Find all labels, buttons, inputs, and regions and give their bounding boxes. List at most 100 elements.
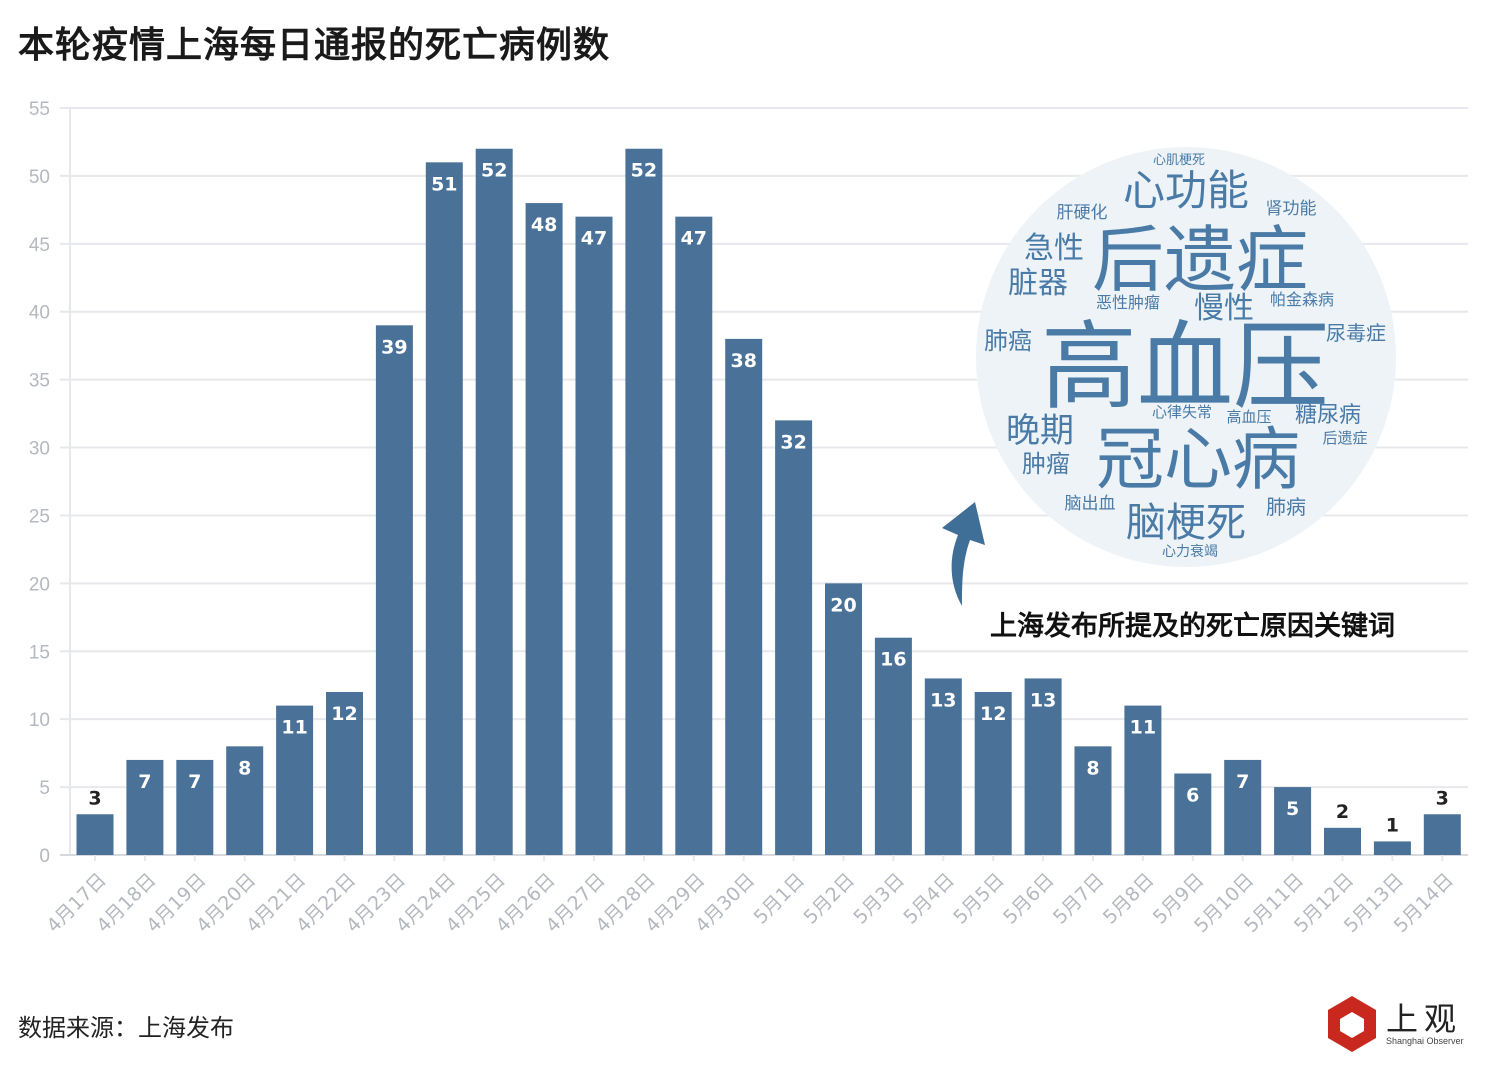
logo-mark-icon <box>1328 996 1376 1052</box>
bar <box>375 325 413 855</box>
word-cloud-word: 脑出血 <box>1065 494 1116 514</box>
x-axis-ticks: 4月17日4月18日4月19日4月20日4月21日4月22日4月23日4月24日… <box>42 855 1458 937</box>
y-tick-label: 45 <box>29 235 50 256</box>
bar-value-label: 47 <box>581 228 607 250</box>
word-cloud-word: 糖尿病 <box>1295 403 1361 428</box>
bar <box>575 216 613 855</box>
word-cloud-word: 急性 <box>1024 231 1084 266</box>
bar-value-label: 7 <box>188 771 201 793</box>
y-tick-label: 25 <box>29 506 50 527</box>
bar <box>1124 705 1162 855</box>
bar-value-label: 8 <box>1086 757 1099 779</box>
bar <box>475 148 513 855</box>
data-source: 数据来源：上海发布 <box>18 1014 234 1042</box>
bar <box>326 692 363 855</box>
bar-value-label: 20 <box>830 594 856 616</box>
bar <box>226 746 264 855</box>
y-tick-label: 55 <box>29 99 50 120</box>
word-cloud-word: 肺病 <box>1266 495 1306 519</box>
x-tick-label: 5月8日 <box>1099 869 1159 929</box>
bar <box>1024 678 1062 855</box>
y-tick-label: 40 <box>29 303 50 324</box>
bar <box>1274 787 1312 855</box>
bar-value-label: 52 <box>631 160 657 182</box>
bar <box>176 759 214 855</box>
bar-value-label: 11 <box>281 717 307 739</box>
y-tick-label: 20 <box>29 574 50 595</box>
bar <box>1423 814 1461 855</box>
bar <box>924 678 962 855</box>
word-cloud-word: 肾功能 <box>1266 199 1317 219</box>
word-cloud-word: 肿瘤 <box>1022 450 1070 478</box>
bar <box>525 203 563 855</box>
word-cloud-word: 高血压 <box>1226 408 1271 426</box>
bar-value-label: 48 <box>531 214 557 236</box>
word-cloud-word: 肝硬化 <box>1057 203 1108 223</box>
y-tick-label: 50 <box>29 167 50 188</box>
bar-value-label: 13 <box>1030 689 1056 711</box>
word-cloud-background <box>976 147 1396 567</box>
word-cloud-word: 尿毒症 <box>1326 321 1386 345</box>
bar-value-label: 2 <box>1336 801 1349 823</box>
bar <box>1074 746 1112 855</box>
word-cloud-word: 肺癌 <box>984 327 1032 355</box>
y-axis-ticks: 0 5 10 15 20 25 30 35 40 45 50 55 <box>29 99 50 867</box>
bar-value-label: 32 <box>780 431 806 453</box>
x-tick-label: 5月1日 <box>750 869 810 929</box>
x-tick-label: 5月4日 <box>899 869 959 929</box>
y-tick-label: 10 <box>29 710 50 731</box>
bar-value-label: 39 <box>381 336 407 358</box>
bar-value-label: 13 <box>930 689 956 711</box>
bar-value-label: 16 <box>880 649 906 671</box>
logo-name: 上观 <box>1386 1000 1463 1038</box>
bar <box>675 216 713 855</box>
x-tick-label: 5月5日 <box>949 869 1009 929</box>
word-cloud-word: 后遗症 <box>1092 218 1308 302</box>
bar <box>725 338 763 856</box>
x-tick-label: 5月6日 <box>999 869 1059 929</box>
word-cloud-word: 心力衰竭 <box>1162 543 1218 560</box>
word-cloud-word: 心肌梗死 <box>1153 153 1205 168</box>
x-tick-label: 5月3日 <box>849 869 909 929</box>
bar-value-label: 8 <box>238 757 251 779</box>
word-cloud-word: 脑梗死 <box>1126 500 1246 546</box>
bar-value-label: 7 <box>138 771 151 793</box>
y-tick-label: 35 <box>29 371 50 392</box>
chart-title: 本轮疫情上海每日通报的死亡病例数 <box>18 25 611 66</box>
y-tick-label: 15 <box>29 642 50 663</box>
word-cloud-word: 高血压 <box>1041 311 1329 423</box>
logo-subtitle: Shanghai Observer <box>1386 1036 1464 1046</box>
word-cloud-word: 心律失常 <box>1152 403 1212 421</box>
bar-value-label: 7 <box>1236 771 1249 793</box>
bar <box>1174 773 1212 855</box>
bar-value-label: 51 <box>431 173 457 195</box>
bar <box>276 705 314 855</box>
word-cloud-word: 恶性肿瘤 <box>1096 293 1160 312</box>
bar-value-label: 12 <box>980 703 1006 725</box>
bar <box>775 420 813 855</box>
bar <box>126 759 164 855</box>
bar-value-label: 3 <box>88 787 101 809</box>
word-cloud-word: 晚期 <box>1006 411 1074 451</box>
word-cloud-word: 后遗症 <box>1322 429 1367 447</box>
word-cloud-word: 脏器 <box>1008 266 1068 301</box>
arrow-icon <box>942 502 985 606</box>
bar-value-label: 38 <box>730 350 756 372</box>
bar-value-label: 52 <box>481 160 507 182</box>
bar <box>1324 827 1361 855</box>
x-tick-label: 5月2日 <box>800 869 860 929</box>
bar <box>1373 841 1411 855</box>
shanghai-observer-logo: 上观 Shanghai Observer <box>1322 994 1482 1054</box>
curved-arrow-icon <box>942 502 985 606</box>
word-cloud-word: 冠心病 <box>1096 421 1300 500</box>
bar <box>874 637 912 855</box>
word-cloud-word: 帕金森病 <box>1270 290 1334 309</box>
bar <box>974 692 1012 855</box>
bar <box>625 148 663 855</box>
bar <box>425 162 463 855</box>
x-tick-label: 5月7日 <box>1049 869 1109 929</box>
bar-value-label: 5 <box>1286 798 1299 820</box>
bar <box>825 583 862 855</box>
